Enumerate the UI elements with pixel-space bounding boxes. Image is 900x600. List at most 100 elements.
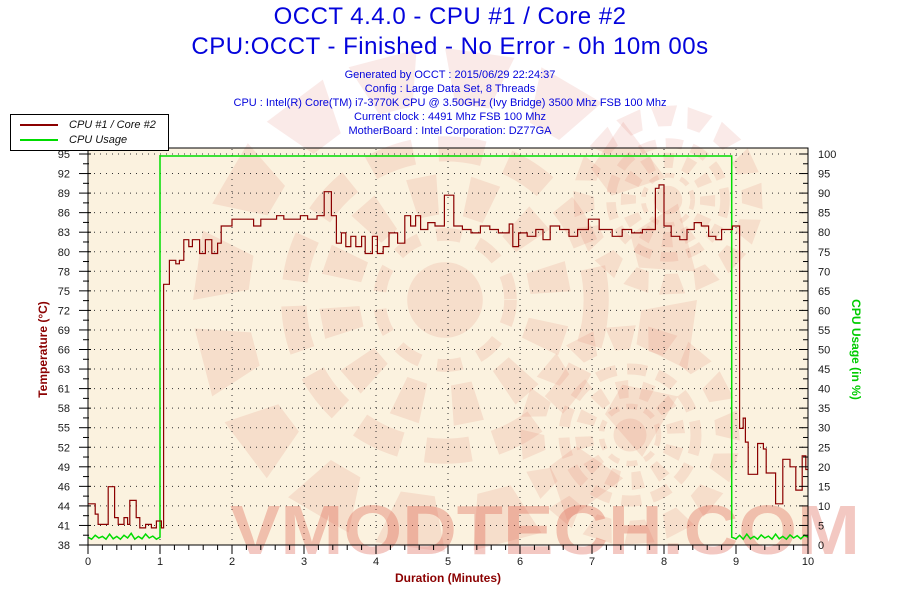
usage-tick-label: 25	[818, 442, 830, 454]
ornament-ring	[598, 403, 662, 467]
temp-tick-label: 52	[58, 442, 70, 454]
usage-tick-label: 10	[818, 501, 830, 513]
ornament-block	[451, 381, 484, 426]
ornament-wedge	[582, 514, 612, 544]
ornament-block	[631, 471, 646, 490]
usage-line-swatch	[20, 138, 58, 141]
usage-tick-label: 40	[818, 384, 830, 396]
temp-tick-label: 78	[58, 266, 70, 278]
ornament-block	[576, 409, 597, 426]
temperature-axis-title: Temperature (°C)	[36, 301, 50, 398]
ornament-block	[624, 170, 643, 187]
x-tick-label: 3	[301, 556, 307, 568]
ornament-block	[526, 261, 571, 294]
ornament-wedge	[702, 371, 734, 403]
ornament-watermark	[573, 105, 763, 295]
legend-label-temperature: CPU #1 / Core #2	[69, 118, 156, 131]
ornament-block	[693, 213, 712, 230]
legend-item-usage: CPU Usage	[11, 132, 168, 147]
ornament-wedge	[445, 48, 515, 109]
ornament-ring	[606, 138, 730, 262]
page-subtitle: CPU:OCCT - Finished - No Error - 0h 10m …	[191, 33, 709, 60]
ornament-block	[624, 212, 642, 228]
ornament-wedge	[679, 341, 712, 375]
chart-legend: CPU #1 / Core #2 CPU Usage	[10, 114, 169, 151]
plot-area	[88, 148, 808, 545]
temp-tick-label: 38	[58, 540, 70, 552]
usage-tick-label: 75	[818, 247, 830, 259]
usage-series-line	[87, 155, 809, 541]
ornament-wedge	[194, 328, 260, 397]
ornament-wedge	[658, 273, 686, 295]
ornament-wedge	[591, 121, 666, 196]
ornament-wedge	[605, 325, 636, 351]
usage-tick-label: 50	[818, 345, 830, 357]
temperature-series-line	[88, 184, 808, 529]
ornament-block	[700, 195, 716, 207]
ornament-core	[653, 185, 683, 215]
temp-tick-label: 92	[58, 169, 70, 181]
ornament-block	[620, 193, 636, 205]
ornament-wedge	[575, 155, 601, 181]
x-tick-label: 2	[229, 556, 235, 568]
usage-tick-label: 55	[818, 325, 830, 337]
usage-tick-label: 0	[818, 540, 824, 552]
ornament-ring	[281, 136, 609, 464]
temp-tick-label: 55	[58, 423, 70, 435]
ornament-block	[575, 436, 594, 451]
temp-tick-label: 49	[58, 462, 70, 474]
ornament-block	[661, 232, 673, 248]
x-tick-label: 6	[517, 556, 523, 568]
temp-tick-label: 86	[58, 208, 70, 220]
temp-tick-label: 80	[58, 247, 70, 259]
ornament-block	[590, 388, 611, 409]
ornament-block	[389, 377, 428, 424]
ornament-wedge	[605, 384, 678, 457]
report-info: Generated by OCCT : 2015/06/29 22:24:37 …	[0, 68, 900, 138]
ornament-wedge	[473, 485, 542, 551]
usage-tick-label: 90	[818, 188, 830, 200]
ornament-block	[406, 174, 439, 219]
ornament-block	[694, 172, 712, 188]
usage-tick-label: 20	[818, 462, 830, 474]
ornament-wedge	[577, 225, 604, 252]
ornament-wedge	[624, 519, 655, 545]
temp-tick-label: 75	[58, 286, 70, 298]
ornament-wedge	[566, 331, 598, 363]
temp-tick-label: 69	[58, 325, 70, 337]
ornament-ring	[558, 363, 702, 507]
ornament-block	[614, 380, 629, 399]
usage-tick-label: 65	[818, 286, 830, 298]
ornament-block	[321, 244, 368, 283]
usage-tick-label: 95	[818, 169, 830, 181]
usage-axis-title: CPU Usage (in %)	[849, 299, 863, 400]
ornament-wedge	[648, 326, 678, 356]
usage-tick-label: 85	[818, 208, 830, 220]
usage-tick-label: 45	[818, 364, 830, 376]
ornament-wedge	[520, 429, 546, 460]
temp-tick-label: 95	[58, 149, 70, 161]
ornament-block	[462, 176, 501, 223]
ornament-wedge	[630, 203, 696, 272]
ornament-wedge	[573, 190, 595, 218]
temp-tick-label: 41	[58, 520, 70, 532]
ornament-block	[502, 206, 550, 253]
usage-tick-label: 15	[818, 481, 830, 493]
ornament-watermark	[193, 48, 697, 552]
ornament-wedge	[623, 267, 649, 293]
ornament-block	[351, 195, 398, 243]
ornament-block	[319, 306, 364, 339]
usage-tick-label: 70	[818, 266, 830, 278]
x-tick-label: 0	[85, 556, 91, 568]
ornament-wedge	[529, 67, 602, 140]
x-tick-label: 1	[157, 556, 163, 568]
ornament-block	[639, 381, 656, 402]
ornament-block	[663, 444, 684, 461]
temp-tick-label: 89	[58, 188, 70, 200]
ornament-wedge	[526, 467, 558, 499]
ornament-wedge	[549, 446, 624, 521]
ornament-block	[492, 357, 539, 405]
legend-label-usage: CPU Usage	[69, 133, 128, 146]
ornament-wedge	[224, 404, 299, 479]
